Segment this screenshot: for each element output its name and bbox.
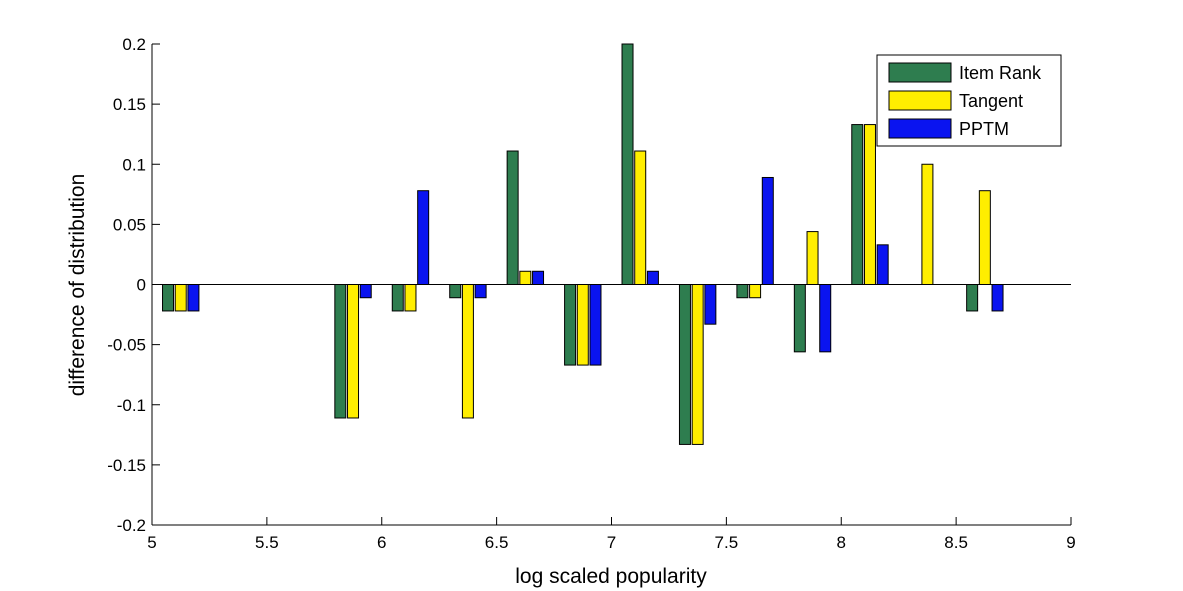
bar-item-rank <box>621 43 634 285</box>
bar-pptm <box>532 270 545 285</box>
bar-pptm <box>991 284 1004 312</box>
bar-item-rank <box>506 150 519 285</box>
bar-tangent <box>978 190 991 285</box>
bar-tangent <box>576 284 589 366</box>
bar-tangent <box>749 284 762 299</box>
legend-swatch-tangent <box>888 90 952 111</box>
bar-item-rank <box>334 284 347 419</box>
y-axis-title: difference of distribution <box>66 174 89 397</box>
y-tick-label: 0.05 <box>113 215 146 234</box>
bar-tangent <box>461 284 474 419</box>
bar-pptm <box>704 284 717 325</box>
bar-tangent <box>863 124 876 285</box>
legend-label-pptm: PPTM <box>959 119 1009 139</box>
bar-pptm <box>646 270 659 285</box>
bar-item-rank <box>678 284 691 445</box>
x-tick-label: 9 <box>1066 533 1075 552</box>
x-tick-label: 7.5 <box>715 533 739 552</box>
bar-pptm <box>417 190 430 285</box>
bar-item-rank <box>162 284 175 312</box>
y-tick-label: 0.15 <box>113 95 146 114</box>
legend-label-item-rank: Item Rank <box>959 63 1042 83</box>
bar-item-rank <box>851 124 864 285</box>
bar-pptm <box>187 284 200 312</box>
x-tick-label: 6.5 <box>485 533 509 552</box>
bar-item-rank <box>736 284 749 299</box>
x-tick-label: 8 <box>837 533 846 552</box>
bar-pptm <box>474 284 487 299</box>
legend-swatch-item-rank <box>888 62 952 83</box>
bar-tangent <box>174 284 187 312</box>
x-tick-label: 8.5 <box>944 533 968 552</box>
bar-tangent <box>519 270 532 285</box>
bar-item-rank <box>966 284 979 312</box>
bar-pptm <box>359 284 372 299</box>
bar-tangent <box>404 284 417 312</box>
y-tick-label: 0.2 <box>122 35 146 54</box>
legend-label-tangent: Tangent <box>959 91 1023 111</box>
x-tick-label: 6 <box>377 533 386 552</box>
axes-layer: 5 5.5 6 6.5 7 7.5 8 8.5 9 -0.2 -0.15 -0.1 -0.05 0 0.05… <box>107 35 1075 552</box>
y-tick-label: -0.15 <box>107 456 146 475</box>
y-tick-label: 0.1 <box>122 155 146 174</box>
legend-swatch-pptm <box>888 118 952 139</box>
bar-pptm <box>589 284 602 366</box>
legend: Item Rank Tangent PPTM <box>876 54 1062 147</box>
bar-tangent <box>691 284 704 445</box>
bar-pptm <box>819 284 832 353</box>
bar-pptm <box>761 176 774 285</box>
x-tick-label: 7 <box>607 533 616 552</box>
bar-tangent <box>634 150 647 285</box>
bar-item-rank <box>391 284 404 312</box>
bar-tangent <box>921 163 934 285</box>
y-tick-label: -0.1 <box>117 396 146 415</box>
x-tick-label: 5 <box>147 533 156 552</box>
bar-pptm <box>876 244 889 286</box>
bar-item-rank <box>449 284 462 299</box>
bar-tangent <box>347 284 360 419</box>
x-axis-title: log scaled popularity <box>515 565 707 588</box>
bar-item-rank <box>564 284 577 366</box>
y-tick-label: -0.05 <box>107 336 146 355</box>
x-tick-label: 5.5 <box>255 533 279 552</box>
y-tick-label: -0.2 <box>117 516 146 535</box>
bar-item-rank <box>793 284 806 353</box>
bar-tangent <box>806 231 819 285</box>
y-tick-label: 0 <box>137 276 146 295</box>
